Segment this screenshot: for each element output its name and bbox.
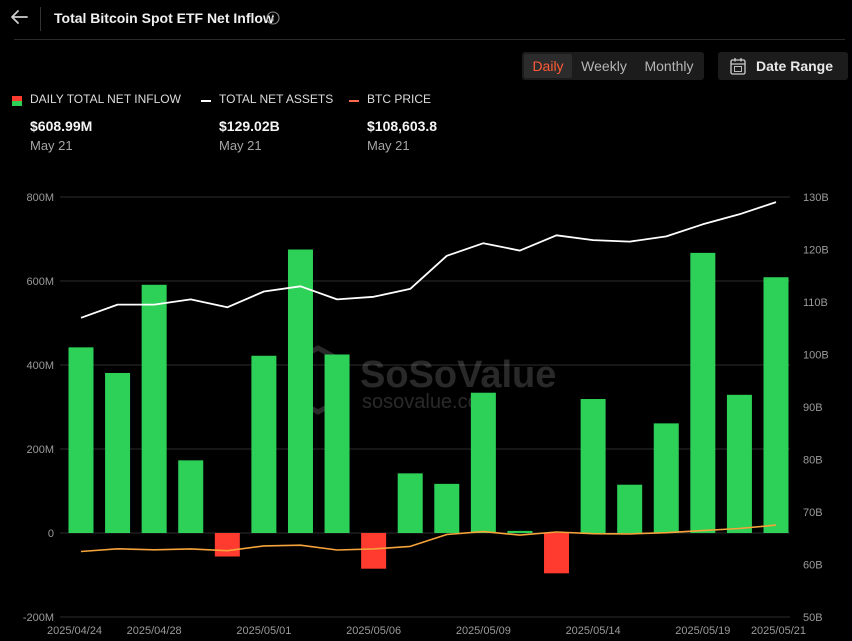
inflow-bar[interactable] <box>287 249 313 534</box>
inflow-bar[interactable] <box>470 392 496 533</box>
watermark-brand: SoSoValue <box>360 354 556 396</box>
inflow-bar[interactable] <box>726 394 752 533</box>
axis-labels: 800M 600M 400M 200M 0 -200M 130B 120B 110B 100B 90… <box>23 192 829 637</box>
y-right-tick-label: 60B <box>803 560 823 572</box>
back-arrow-icon[interactable] <box>8 6 30 28</box>
metric-date: May 21 <box>219 138 262 153</box>
metric-label: TOTAL NET ASSETS <box>219 92 334 106</box>
calendar-icon <box>730 58 746 75</box>
header-bar: Total Bitcoin Spot ETF Net Inflow <box>0 0 852 38</box>
y-left-tick-label: 200M <box>26 444 54 456</box>
inflow-bar[interactable] <box>324 354 350 534</box>
bar-legend-icon <box>12 96 22 106</box>
header-divider <box>40 7 41 31</box>
total-net-assets-line[interactable] <box>80 201 777 319</box>
y-left-tick-label: 800M <box>26 192 54 204</box>
period-monthly-button[interactable]: Monthly <box>644 58 694 74</box>
header-rule <box>14 39 845 40</box>
y-right-tick-label: 90B <box>803 402 823 414</box>
inflow-bar[interactable] <box>434 483 460 533</box>
btc-price-line[interactable] <box>80 524 777 553</box>
y-left-tick-label: 0 <box>48 528 54 540</box>
inflow-bars <box>68 249 789 574</box>
series-lines <box>80 201 777 553</box>
metric-label: BTC PRICE <box>367 92 432 106</box>
x-tick-label: 2025/05/01 <box>236 625 291 637</box>
inflow-bar[interactable] <box>361 533 387 569</box>
inflow-bar[interactable] <box>214 533 240 557</box>
page-title: Total Bitcoin Spot ETF Net Inflow <box>54 10 274 26</box>
inflow-bar[interactable] <box>105 372 131 533</box>
inflow-bar[interactable] <box>251 355 277 533</box>
metric-value: $108,603.8 <box>367 118 438 134</box>
y-left-tick-label: 600M <box>26 276 54 288</box>
y-right-tick-label: 70B <box>803 507 823 519</box>
inflow-bar[interactable] <box>397 473 423 533</box>
y-left-tick-label: 400M <box>26 360 54 372</box>
y-right-tick-label: 110B <box>803 297 828 309</box>
y-right-tick-label: 80B <box>803 455 823 467</box>
metric-value: $129.02B <box>219 118 280 134</box>
inflow-bar[interactable] <box>690 252 716 534</box>
period-toggle: Daily Weekly Monthly <box>522 52 704 80</box>
date-range-label: Date Range <box>756 58 834 74</box>
line-legend-icon <box>349 100 359 102</box>
inflow-bar[interactable] <box>544 533 570 574</box>
watermark: SoSoValue sosovalue.com <box>293 345 556 415</box>
x-tick-label: 2025/05/19 <box>675 625 730 637</box>
x-tick-label: 2025/05/06 <box>346 625 401 637</box>
y-right-tick-label: 100B <box>803 350 829 362</box>
metric-date: May 21 <box>30 138 73 153</box>
inflow-bar[interactable] <box>507 530 533 533</box>
metric-value: $608.99M <box>30 118 93 134</box>
inflow-bar[interactable] <box>68 347 94 533</box>
x-tick-label: 2025/05/21 <box>751 625 806 637</box>
period-weekly-button[interactable]: Weekly <box>581 58 627 74</box>
y-left-tick-label: -200M <box>23 612 54 624</box>
line-legend-icon <box>201 100 211 102</box>
x-tick-label: 2025/05/14 <box>566 625 621 637</box>
x-tick-label: 2025/05/09 <box>456 625 511 637</box>
inflow-bar[interactable] <box>141 284 167 533</box>
inflow-bar[interactable] <box>617 484 643 533</box>
inflow-bar[interactable] <box>178 460 204 533</box>
period-daily-button[interactable]: Daily <box>524 54 572 78</box>
inflow-bar[interactable] <box>580 399 606 533</box>
date-range-button[interactable]: Date Range <box>718 52 848 80</box>
metric-label: DAILY TOTAL NET INFLOW <box>30 92 181 106</box>
metric-date: May 21 <box>367 138 410 153</box>
info-icon[interactable] <box>266 11 280 25</box>
inflow-bar[interactable] <box>653 423 679 533</box>
x-tick-label: 2025/04/24 <box>47 625 102 637</box>
y-right-tick-label: 120B <box>803 245 829 257</box>
y-right-tick-label: 130B <box>803 192 829 204</box>
inflow-bar[interactable] <box>763 277 789 533</box>
watermark-domain: sosovalue.com <box>362 391 495 413</box>
y-right-tick-label: 50B <box>803 612 823 624</box>
x-tick-label: 2025/04/28 <box>127 625 182 637</box>
